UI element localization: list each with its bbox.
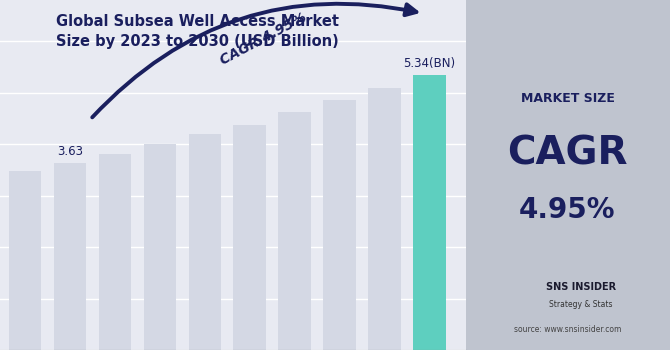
Text: MARKET SIZE: MARKET SIZE <box>521 91 614 105</box>
Bar <box>188 134 221 350</box>
Text: 5.34(BN): 5.34(BN) <box>403 57 456 70</box>
Text: CAGR: CAGR <box>507 135 628 173</box>
Bar <box>54 163 86 350</box>
Bar <box>369 88 401 350</box>
Text: Strategy & Stats: Strategy & Stats <box>549 300 612 309</box>
Text: 4.95%: 4.95% <box>519 196 616 224</box>
Bar <box>9 172 41 350</box>
Text: 3.63: 3.63 <box>57 145 82 158</box>
Bar <box>279 112 311 350</box>
Bar <box>143 144 176 350</box>
FancyArrowPatch shape <box>92 4 416 117</box>
Text: source: www.snsinsider.com: source: www.snsinsider.com <box>514 324 621 334</box>
Text: CAGR 4.95%: CAGR 4.95% <box>218 10 310 67</box>
Bar <box>413 75 446 350</box>
Text: Global Subsea Well Access Market
Size by 2023 to 2030 (USD Billion): Global Subsea Well Access Market Size by… <box>56 14 339 49</box>
Bar <box>98 154 131 350</box>
Bar <box>324 100 356 350</box>
Text: SNS INSIDER: SNS INSIDER <box>546 282 616 292</box>
Bar <box>234 125 266 350</box>
